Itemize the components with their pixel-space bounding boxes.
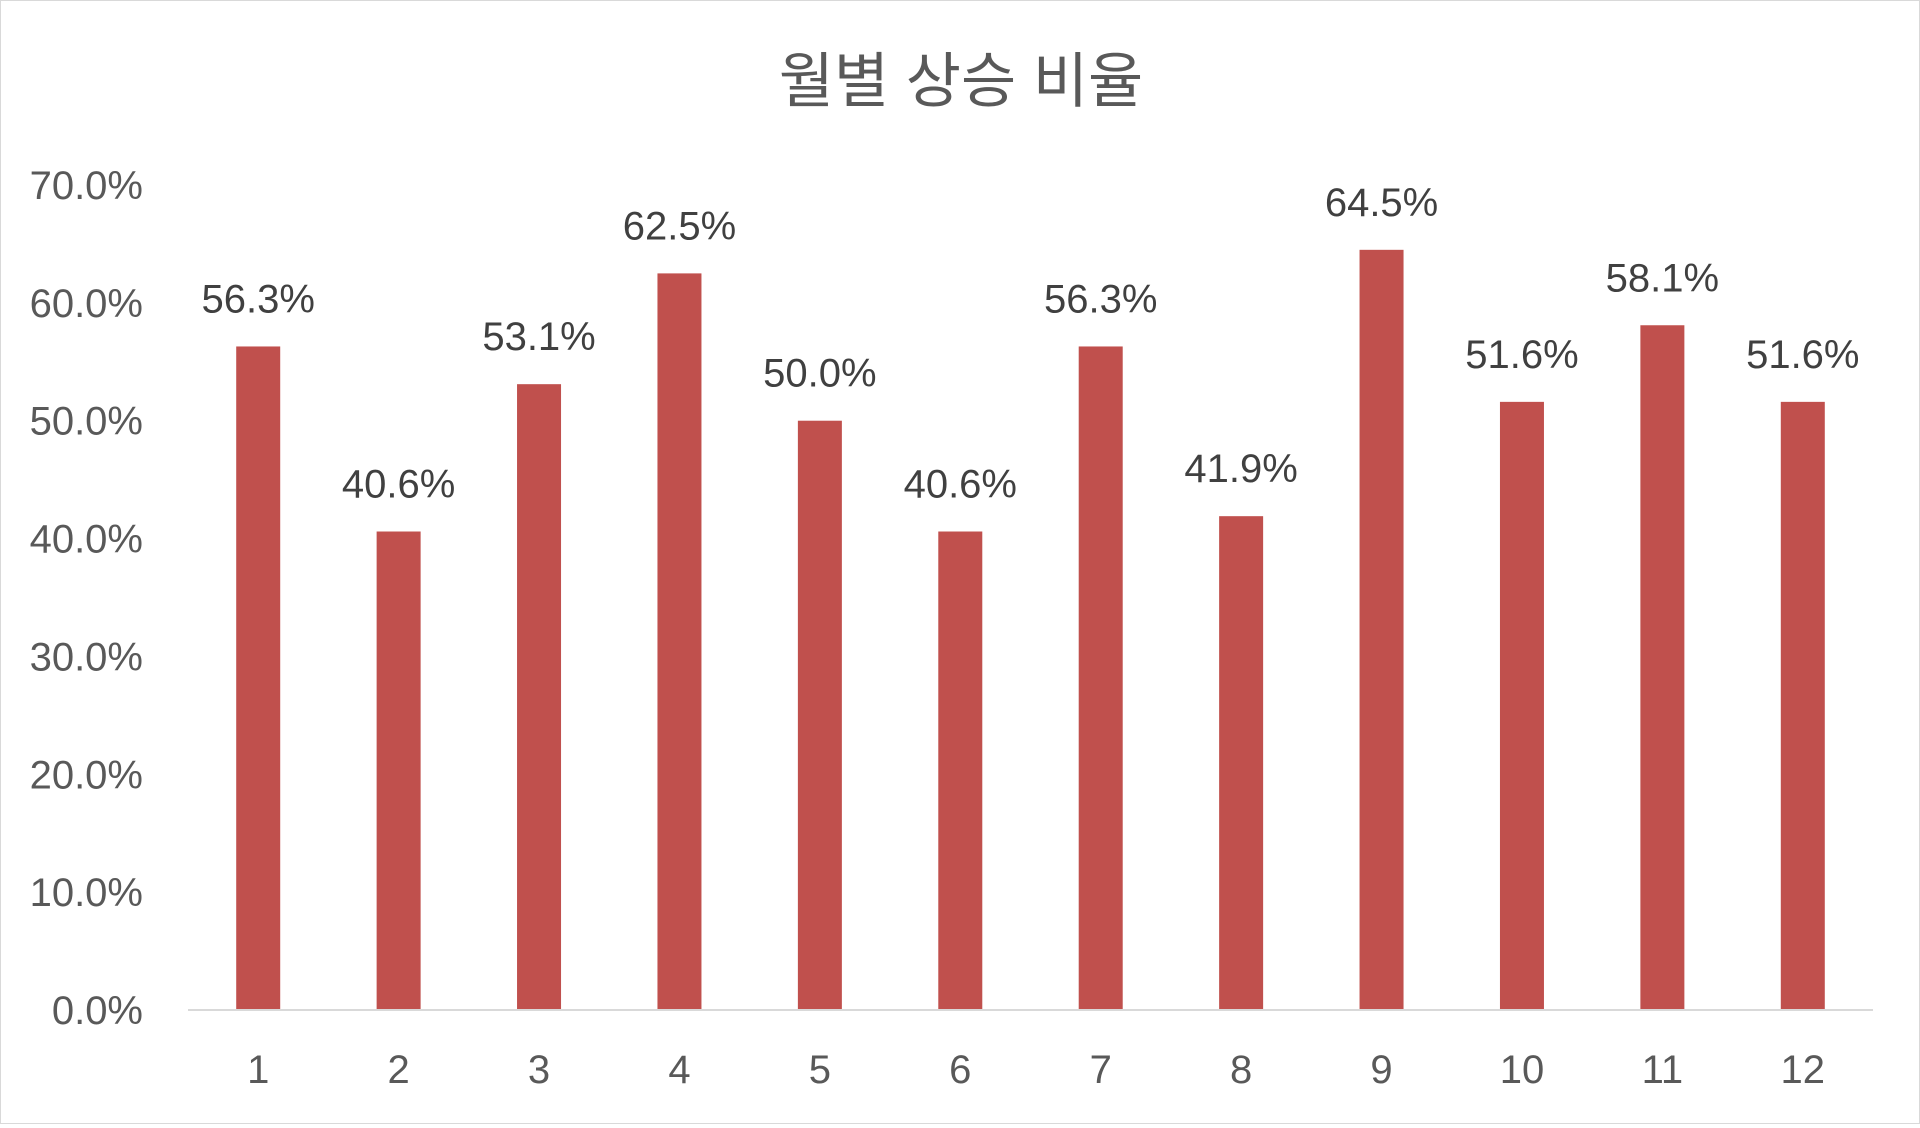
data-label: 56.3% xyxy=(1044,277,1157,321)
data-label: 40.6% xyxy=(904,463,1017,507)
data-label: 50.0% xyxy=(763,352,876,396)
data-label: 58.1% xyxy=(1606,256,1719,300)
y-tick-label: 40.0% xyxy=(30,518,143,562)
y-tick-label: 70.0% xyxy=(30,164,143,208)
bar-10 xyxy=(1499,401,1544,1010)
x-tick-label: 10 xyxy=(1500,1048,1545,1092)
data-label: 56.3% xyxy=(201,277,314,321)
y-tick-label: 10.0% xyxy=(30,871,143,915)
data-label: 53.1% xyxy=(482,315,595,359)
data-label: 41.9% xyxy=(1184,447,1297,491)
y-tick-label: 30.0% xyxy=(30,635,143,679)
bar-6 xyxy=(938,531,983,1010)
x-tick-label: 3 xyxy=(528,1048,550,1092)
x-axis-ticks: 1 2 3 4 5 6 7 8 9 10 11 12 xyxy=(247,1048,1825,1092)
bar-5 xyxy=(797,420,842,1010)
x-tick-label: 6 xyxy=(949,1048,971,1092)
bar-1 xyxy=(236,346,281,1010)
x-tick-label: 8 xyxy=(1230,1048,1252,1092)
y-tick-label: 20.0% xyxy=(30,753,143,797)
bar-4 xyxy=(657,273,702,1011)
bar-2 xyxy=(376,531,421,1010)
x-tick-label: 7 xyxy=(1090,1048,1112,1092)
data-label: 51.6% xyxy=(1465,333,1578,377)
data-label: 62.5% xyxy=(623,204,736,248)
bar-11 xyxy=(1640,325,1685,1010)
y-tick-label: 0.0% xyxy=(52,989,143,1033)
x-tick-label: 9 xyxy=(1370,1048,1392,1092)
y-axis-ticks: 0.0% 10.0% 20.0% 30.0% 40.0% 50.0% 60.0% 70.0% xyxy=(30,164,143,1033)
bar-9 xyxy=(1359,249,1404,1011)
x-tick-label: 4 xyxy=(668,1048,690,1092)
data-label: 64.5% xyxy=(1325,181,1438,225)
chart-title: 월별 상승 비율 xyxy=(779,48,1144,115)
data-label: 40.6% xyxy=(342,463,455,507)
x-tick-label: 1 xyxy=(247,1048,269,1092)
bar-7 xyxy=(1078,346,1123,1010)
x-tick-label: 5 xyxy=(809,1048,831,1092)
bar-8 xyxy=(1219,516,1264,1010)
bar-3 xyxy=(517,384,562,1010)
y-tick-label: 50.0% xyxy=(30,400,143,444)
data-label: 51.6% xyxy=(1746,333,1859,377)
x-tick-label: 2 xyxy=(388,1048,410,1092)
data-labels: 56.3% 40.6% 53.1% 62.5% 50.0% 40.6% 56.3% 41.9%… xyxy=(201,181,1859,507)
bar-12 xyxy=(1780,401,1825,1010)
x-tick-label: 12 xyxy=(1781,1048,1826,1092)
bars xyxy=(236,249,1825,1011)
y-tick-label: 60.0% xyxy=(30,282,143,326)
x-tick-label: 11 xyxy=(1642,1048,1684,1092)
